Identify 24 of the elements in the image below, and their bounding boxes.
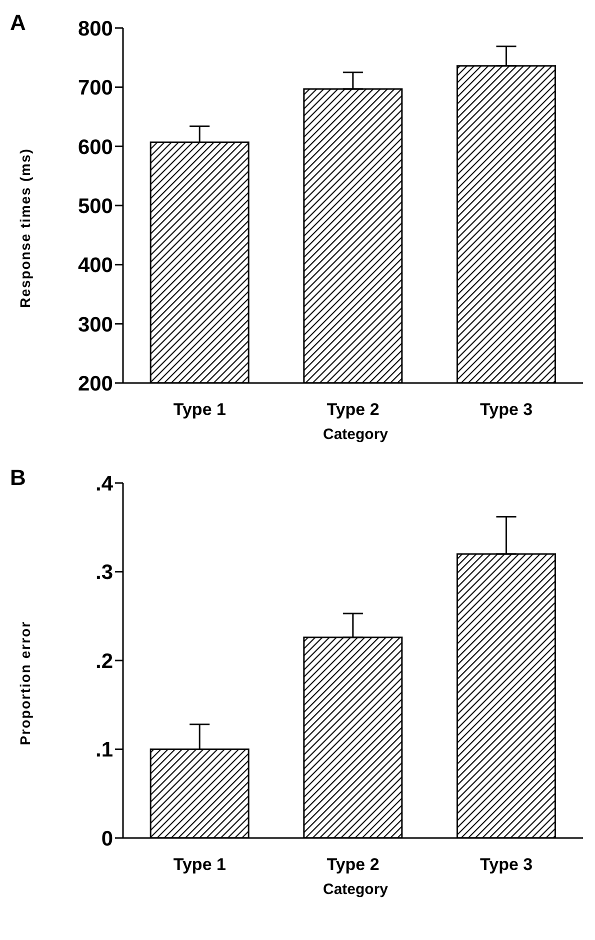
y-tick-label: .2 <box>95 650 113 673</box>
chart-title: B <box>10 465 26 491</box>
y-tick-label: 400 <box>78 254 113 278</box>
x-axis-title: Category <box>322 426 390 443</box>
y-tick-label: 600 <box>78 136 113 159</box>
x-axis-title: Category <box>322 881 390 898</box>
y-tick-label: 300 <box>78 313 113 336</box>
y-tick-label: 800 <box>78 17 113 40</box>
x-tick-label: Type 3 <box>480 855 533 874</box>
x-tick-label: Type 2 <box>326 855 380 874</box>
y-tick-label: .3 <box>95 561 113 584</box>
x-tick-label: Type 1 <box>173 400 226 420</box>
chart-title: A <box>10 10 26 36</box>
y-axis-title: Response times (ms) <box>17 148 34 308</box>
y-axis-title: Proportion error <box>17 620 33 746</box>
x-tick-label: Type 1 <box>173 855 226 874</box>
y-tick-label: 0 <box>101 827 113 850</box>
y-tick-label: 500 <box>78 194 113 218</box>
x-tick-label: Type 3 <box>480 400 533 420</box>
y-tick-label: .4 <box>95 472 114 496</box>
y-tick-label: 700 <box>78 76 113 100</box>
y-tick-label: .1 <box>95 738 114 762</box>
y-tick-label: 200 <box>78 372 113 396</box>
x-tick-label: Type 2 <box>326 400 380 420</box>
